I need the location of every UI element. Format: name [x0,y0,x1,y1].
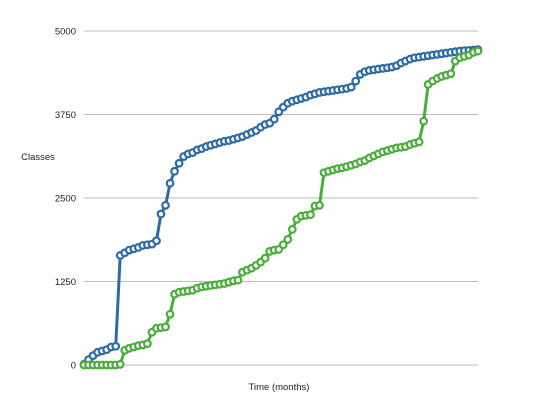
data-point [233,275,243,285]
y-tick-label: 0 [71,361,76,372]
data-point [161,322,170,332]
data-point [165,178,175,188]
series-2 [79,46,483,370]
series-line [82,48,479,366]
data-point [156,209,166,219]
data-point [152,236,161,246]
data-point [315,200,324,210]
data-point [260,253,270,263]
data-point [283,235,293,244]
data-point [111,341,121,351]
data-point [346,82,356,92]
y-tick-label: 1250 [55,277,76,288]
data-point [287,224,297,234]
y-axis-label: Classes [21,152,55,163]
data-point [170,166,179,176]
gridlines [84,30,478,366]
data-point [446,69,456,79]
series-1 [79,45,483,369]
data-point [174,158,184,168]
series-layer [79,45,483,370]
series-line [84,49,479,367]
data-point [306,210,315,220]
data-point [419,116,429,126]
data-point [165,309,175,319]
y-tick-label: 5000 [55,27,76,38]
y-tick-label: 2500 [55,194,76,205]
data-point [473,46,483,56]
data-point [278,240,288,250]
x-axis-label: Time (months) [249,382,310,393]
y-tick-label: 3750 [55,110,76,121]
data-point [351,76,361,86]
y-axis-ticks: 0 1250 2500 3750 5000 [55,27,76,372]
data-point [115,359,125,369]
data-point [269,114,279,124]
data-point [161,200,170,210]
data-point [414,137,424,147]
data-point [143,339,152,349]
